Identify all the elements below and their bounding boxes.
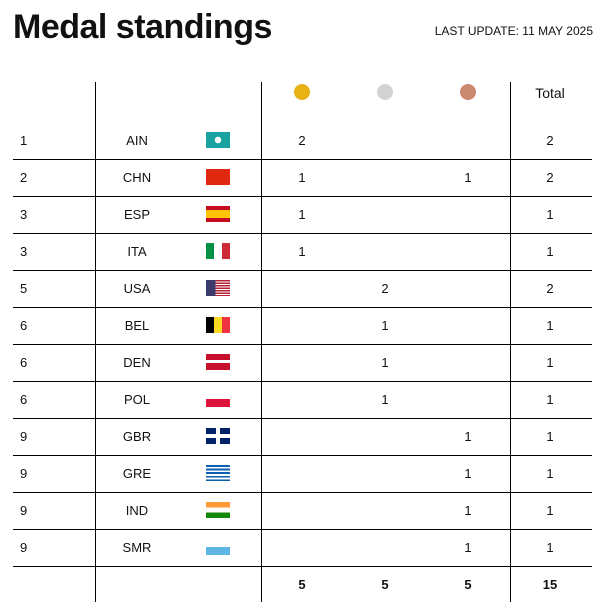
bronze-count: 1 bbox=[464, 429, 472, 444]
rank: 3 bbox=[20, 207, 28, 222]
rank: 9 bbox=[20, 429, 28, 444]
bronze-count: 1 bbox=[464, 503, 472, 518]
table-row: 6 POL 1 1 bbox=[0, 381, 613, 418]
silver-count: 1 bbox=[381, 392, 389, 407]
total-header: Total bbox=[535, 85, 565, 101]
divider bbox=[261, 82, 262, 602]
silver-medal-icon bbox=[377, 84, 393, 100]
total-count: 1 bbox=[546, 466, 554, 481]
table-row: 9 GBR 1 1 bbox=[0, 418, 613, 455]
total-count: 1 bbox=[546, 503, 554, 518]
row-divider bbox=[13, 307, 592, 308]
last-update: LAST UPDATE: 11 MAY 2025 bbox=[434, 24, 593, 38]
divider bbox=[95, 82, 96, 602]
silver-count: 1 bbox=[381, 318, 389, 333]
rank: 3 bbox=[20, 244, 28, 259]
rank: 5 bbox=[20, 281, 28, 296]
total-count: 1 bbox=[546, 207, 554, 222]
row-divider bbox=[13, 381, 592, 382]
flag-icon bbox=[206, 465, 230, 481]
flag-icon bbox=[206, 391, 230, 407]
flag-icon bbox=[206, 280, 230, 296]
table-row: 5 USA 2 2 bbox=[0, 270, 613, 307]
bronze-count: 1 bbox=[464, 540, 472, 555]
total-count: 2 bbox=[546, 170, 554, 185]
row-divider bbox=[13, 529, 592, 530]
total-count: 2 bbox=[546, 133, 554, 148]
country-code: AIN bbox=[126, 133, 148, 148]
row-divider bbox=[13, 196, 592, 197]
country-code: SMR bbox=[122, 540, 152, 555]
page-title: Medal standings bbox=[13, 8, 272, 46]
total-count: 1 bbox=[546, 392, 554, 407]
row-divider bbox=[13, 418, 592, 419]
divider bbox=[510, 82, 511, 602]
country-code: CHN bbox=[122, 170, 152, 185]
silver-count: 1 bbox=[381, 355, 389, 370]
table-row: 3 ESP 1 1 bbox=[0, 196, 613, 233]
country-code: POL bbox=[123, 392, 151, 407]
rank: 6 bbox=[20, 355, 28, 370]
country-code: GRE bbox=[122, 466, 152, 481]
country-code: DEN bbox=[123, 355, 151, 370]
total-bronze: 5 bbox=[464, 577, 472, 592]
flag-icon bbox=[206, 243, 230, 259]
gold-count: 1 bbox=[298, 207, 306, 222]
rank: 9 bbox=[20, 540, 28, 555]
rank: 6 bbox=[20, 392, 28, 407]
rank: 9 bbox=[20, 503, 28, 518]
bronze-count: 1 bbox=[464, 170, 472, 185]
flag-icon bbox=[206, 354, 230, 370]
table-row: 6 BEL 1 1 bbox=[0, 307, 613, 344]
row-divider bbox=[13, 492, 592, 493]
table-row: 1 AIN 2 2 bbox=[0, 122, 613, 159]
total-count: 2 bbox=[546, 281, 554, 296]
total-count: 1 bbox=[546, 318, 554, 333]
flag-icon bbox=[206, 132, 230, 148]
rank: 2 bbox=[20, 170, 28, 185]
flag-icon bbox=[206, 206, 230, 222]
bronze-count: 1 bbox=[464, 466, 472, 481]
table-row: 9 SMR 1 1 bbox=[0, 529, 613, 566]
row-divider bbox=[13, 159, 592, 160]
gold-count: 1 bbox=[298, 170, 306, 185]
country-code: ITA bbox=[127, 244, 147, 259]
row-divider bbox=[13, 566, 592, 567]
total-silver: 5 bbox=[381, 577, 389, 592]
table-row: 9 GRE 1 1 bbox=[0, 455, 613, 492]
gold-medal-icon bbox=[294, 84, 310, 100]
rank: 1 bbox=[20, 133, 28, 148]
gold-count: 2 bbox=[298, 133, 306, 148]
table-row: 6 DEN 1 1 bbox=[0, 344, 613, 381]
totals-row: 5 5 5 15 bbox=[0, 566, 613, 603]
table-row: 9 IND 1 1 bbox=[0, 492, 613, 529]
total-all: 15 bbox=[542, 577, 558, 592]
row-divider bbox=[13, 455, 592, 456]
silver-count: 2 bbox=[381, 281, 389, 296]
country-code: ESP bbox=[123, 207, 151, 222]
rank: 6 bbox=[20, 318, 28, 333]
total-count: 1 bbox=[546, 355, 554, 370]
country-code: BEL bbox=[124, 318, 150, 333]
flag-icon bbox=[206, 428, 230, 444]
flag-icon bbox=[206, 317, 230, 333]
row-divider bbox=[13, 344, 592, 345]
total-count: 1 bbox=[546, 429, 554, 444]
table-row: 3 ITA 1 1 bbox=[0, 233, 613, 270]
bronze-medal-icon bbox=[460, 84, 476, 100]
table-row: 2 CHN 1 1 2 bbox=[0, 159, 613, 196]
country-code: USA bbox=[123, 281, 151, 296]
flag-icon bbox=[206, 169, 230, 185]
flag-icon bbox=[206, 502, 230, 518]
total-count: 1 bbox=[546, 540, 554, 555]
gold-count: 1 bbox=[298, 244, 306, 259]
total-gold: 5 bbox=[298, 577, 306, 592]
flag-icon bbox=[206, 539, 230, 555]
row-divider bbox=[13, 233, 592, 234]
country-code: GBR bbox=[122, 429, 152, 444]
rank: 9 bbox=[20, 466, 28, 481]
row-divider bbox=[13, 270, 592, 271]
country-code: IND bbox=[125, 503, 149, 518]
total-count: 1 bbox=[546, 244, 554, 259]
